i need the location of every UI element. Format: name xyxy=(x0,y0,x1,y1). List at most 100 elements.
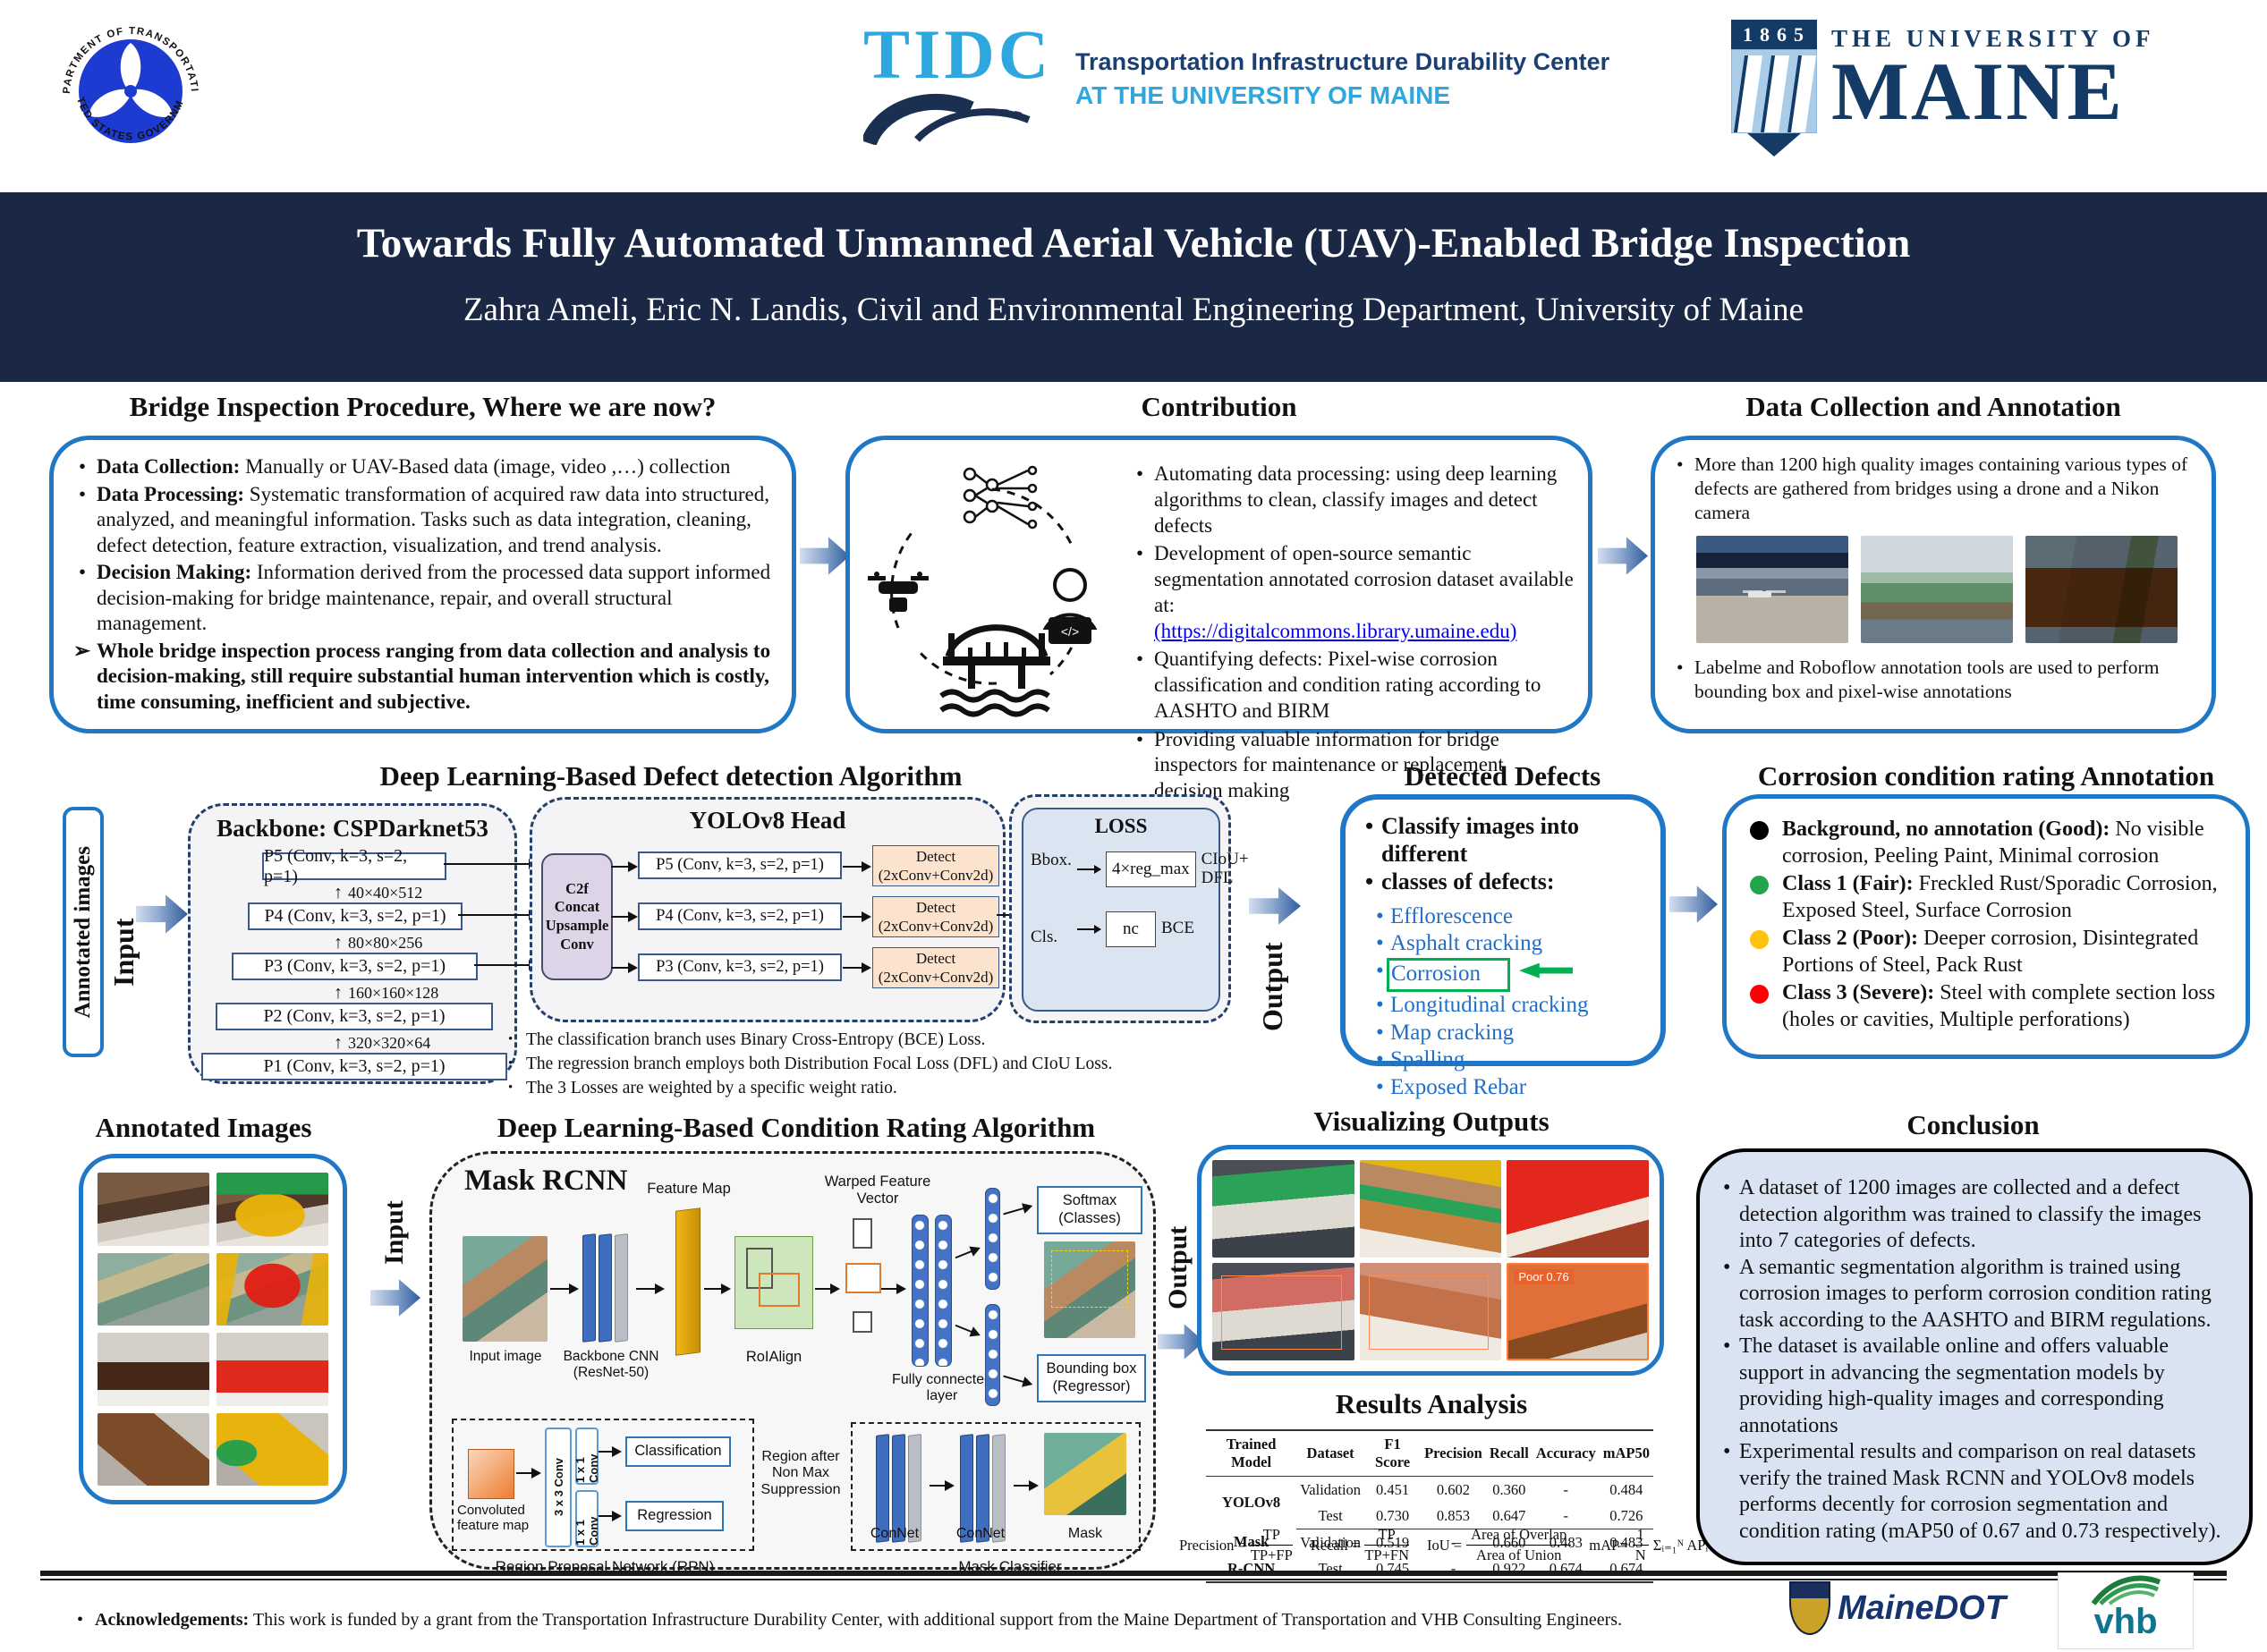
connector-arrow xyxy=(1003,1205,1032,1216)
annotated-image-3 xyxy=(217,1333,328,1406)
annotated-images-input-box: Annotated images xyxy=(63,807,104,1057)
connector-arrow xyxy=(611,860,638,872)
detect-line1: Detect xyxy=(915,950,956,967)
detect-block: Detect (2xConv+Conv2d) xyxy=(872,896,999,937)
bbox-label: Bbox. xyxy=(1031,851,1072,869)
umaine-shield-icon: 1865 xyxy=(1731,20,1817,157)
vhb-wordmark: vhb xyxy=(2093,1602,2158,1641)
flow-arrow-right-icon xyxy=(1598,537,1648,575)
formula-tail: Σᵢ₌₁ᴺ APᵢ xyxy=(1652,1536,1709,1554)
input-label: Input xyxy=(379,1200,409,1265)
cell: 0.483 xyxy=(1549,1533,1583,1551)
raw-image-3 xyxy=(98,1333,209,1406)
cell: Validation xyxy=(1300,1480,1362,1498)
umaine-line2: MAINE xyxy=(1831,46,2124,137)
rating-algorithm-heading: Deep Learning-Based Condition Rating Alg… xyxy=(497,1112,1096,1143)
bullet-text: Development of open-source semantic segm… xyxy=(1154,542,1574,616)
tidc-bridge-icon xyxy=(861,94,1031,147)
cell: 0.602 xyxy=(1436,1480,1471,1498)
defect-class-map: Map cracking xyxy=(1363,1020,1651,1047)
loss-note-1: The classification branch uses Binary Cr… xyxy=(503,1029,1236,1053)
rating-item-fair: Class 1 (Fair): Freckled Rust/Sporadic C… xyxy=(1743,871,2231,924)
formula-lhs: mAP= xyxy=(1589,1536,1628,1554)
iou-formula: IoU = Area of Overlap Area of Union xyxy=(1427,1526,1572,1564)
col-header: Recall xyxy=(1485,1429,1533,1477)
detect-line1: Detect xyxy=(915,848,956,865)
contribution-cycle-graphic: </> xyxy=(868,465,1098,717)
corrosion-highlight-box: Corrosion xyxy=(1387,957,1510,993)
rating-text: Deeper corrosion, Disintegrated Portions… xyxy=(1782,927,2199,977)
photo-truss-bridge xyxy=(1861,535,2013,643)
fc-layer-icon xyxy=(912,1215,929,1367)
feature-vector-orange-icon xyxy=(845,1263,881,1293)
loss-note-2: The regression branch employs both Distr… xyxy=(503,1053,1236,1077)
cell: - xyxy=(1532,1503,1600,1529)
yolo-loss-notes: The classification branch uses Binary Cr… xyxy=(503,1029,1236,1101)
feature-vector-icon xyxy=(853,1311,872,1333)
rating-lead: Class 2 (Poor): xyxy=(1782,927,1918,951)
mainedot-crest-icon xyxy=(1789,1581,1830,1635)
annotated-image-2 xyxy=(217,1252,328,1326)
mainedot-logo: MaineDOT xyxy=(1789,1581,2006,1635)
up-arrow-icon: ↑ xyxy=(334,1033,343,1053)
condition-rating-heading: Corrosion condition rating Annotation xyxy=(1757,760,2215,792)
detect-line2: (2xConv+Conv2d) xyxy=(878,969,994,987)
flow-arrow-right-icon xyxy=(1669,885,1718,923)
nc-box: nc xyxy=(1106,911,1156,947)
raw-image-4 xyxy=(98,1412,209,1486)
output-bbox-image-2 xyxy=(1359,1263,1502,1360)
dataset-link[interactable]: (https://digitalcommons.library.umaine.e… xyxy=(1154,619,1517,642)
results-heading: Results Analysis xyxy=(1335,1388,1528,1419)
c2f-line: Concat xyxy=(554,898,600,916)
backbone-title: Backbone: CSPDarknet53 xyxy=(217,815,488,842)
umaine-shield-page xyxy=(1787,55,1816,132)
bullet-text: Information derived from the processed d… xyxy=(97,561,771,635)
conclusion-bullet-2: A semantic segmentation algorithm is tra… xyxy=(1723,1255,2228,1334)
contribution-box: </> Automating data processing: using de… xyxy=(845,436,1592,801)
conv-1x1-label: 1 x 1 Conv xyxy=(573,1453,600,1484)
yellow-dot-icon xyxy=(1750,930,1769,950)
cell: - xyxy=(1563,1480,1569,1498)
regression-box: Regression xyxy=(625,1501,724,1531)
connector-arrow xyxy=(1014,1479,1039,1491)
bullet-text: Manually or UAV-Based data (image, video… xyxy=(240,455,731,478)
contribution-bullet-1: Automating data processing: using deep l… xyxy=(1131,462,1575,538)
defects-lead-1: Classify images into different xyxy=(1363,812,1651,868)
table-row: R-CNN Test 0.745 - 0.922 0.674 0.674 xyxy=(1206,1555,1653,1583)
roialign-caption: RoIAlign xyxy=(745,1349,802,1365)
tidc-mark: TIDC xyxy=(861,19,1052,149)
footer-divider xyxy=(40,1571,2227,1580)
formula-lhs: Recall = xyxy=(1310,1536,1361,1554)
mrcnn-input-image xyxy=(463,1236,548,1342)
contribution-bullet-3: Quantifying defects: Pixel-wise corrosio… xyxy=(1131,647,1575,724)
data-collection-bullet-1: More than 1200 high quality images conta… xyxy=(1671,453,2195,525)
ciou-label: CIoU+ xyxy=(1201,850,1249,868)
warped-vector-caption: Warped Feature Vector xyxy=(824,1173,931,1207)
up-arrow-icon: ↑ xyxy=(334,983,343,1003)
c2f-block: C2f Concat Upsample Conv xyxy=(541,853,613,980)
connector-arrow xyxy=(599,1510,622,1521)
connector-arrow xyxy=(1077,924,1101,934)
connector-arrow xyxy=(843,860,871,872)
formula-den: N xyxy=(1634,1546,1646,1563)
raw-image-2 xyxy=(98,1252,209,1326)
output-arrow-icon xyxy=(1249,887,1301,925)
rating-lead: Class 1 (Fair): xyxy=(1782,872,1914,896)
yolov8-head-box: YOLOv8 Head C2f Concat Upsample Conv P5 … xyxy=(530,797,1006,1022)
rating-text: Steel with complete section loss (holes … xyxy=(1782,981,2216,1031)
dfl-label: DFL xyxy=(1201,868,1234,887)
acknowledgements: Acknowledgements: This work is funded by… xyxy=(72,1610,1750,1631)
title-bar: Towards Fully Automated Unmanned Aerial … xyxy=(0,192,2267,382)
umaine-shield-body xyxy=(1731,49,1817,133)
conclusion-box: A dataset of 1200 images are collected a… xyxy=(1696,1148,2253,1565)
bridge-icon xyxy=(939,624,1050,717)
rating-item-severe: Class 3 (Severe): Steel with complete se… xyxy=(1743,980,2231,1033)
connector-arrow xyxy=(843,962,871,973)
feature-map-icon xyxy=(675,1207,700,1356)
data-collection-heading: Data Collection and Annotation xyxy=(1745,391,2121,422)
connector-arrow xyxy=(881,1283,906,1294)
vhb-swoosh-icon xyxy=(2091,1575,2161,1605)
raw-image-1 xyxy=(98,1173,209,1246)
reg-max-box: 4×reg_max xyxy=(1105,851,1196,887)
